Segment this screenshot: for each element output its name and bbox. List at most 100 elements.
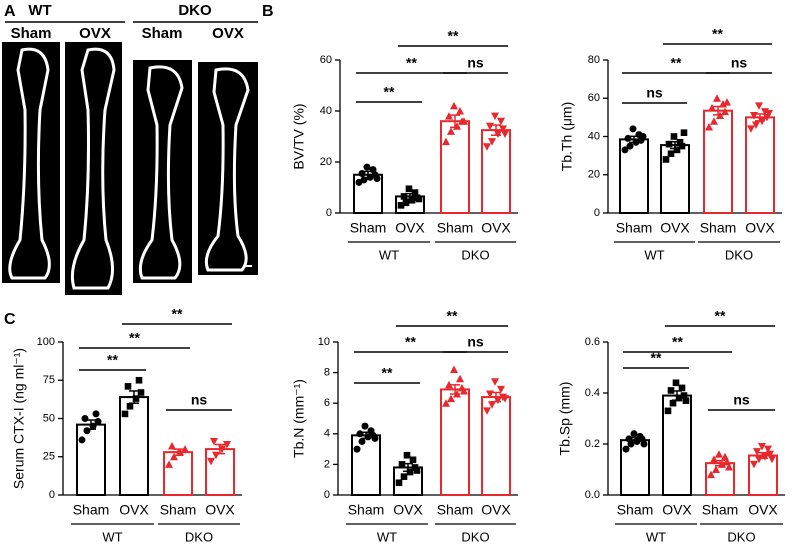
data-point (411, 189, 419, 196)
data-point (395, 479, 403, 487)
data-point (664, 407, 672, 415)
significance-label: ns (467, 334, 484, 350)
y-tick-label: 8 (324, 367, 330, 379)
x-tick-label: Sham (350, 220, 387, 236)
data-point (713, 94, 721, 102)
significance-label: ** (107, 352, 118, 368)
y-tick-label: 50 (43, 412, 55, 424)
y-tick-label: 60 (588, 92, 600, 104)
data-point (135, 376, 143, 384)
y-tick-label: 0.0 (585, 489, 600, 501)
data-point (670, 133, 678, 140)
data-point (491, 378, 499, 386)
significance-label: ns (191, 392, 208, 408)
data-point (708, 103, 716, 112)
y-tick-label: 6 (324, 397, 330, 409)
significance-label: ns (467, 55, 484, 71)
data-point (622, 445, 630, 453)
data-point (752, 121, 760, 130)
data-point (488, 401, 496, 409)
data-point (132, 395, 140, 402)
error-bar (401, 192, 419, 200)
data-point (483, 143, 491, 151)
x-tick-label: OVX (481, 502, 511, 518)
y-tick-label: 0.2 (585, 438, 600, 450)
data-point (168, 442, 176, 450)
x-tick-label: Sham (160, 502, 197, 518)
y-axis-label: Serum CTX-I (ng ml⁻¹) (11, 348, 27, 489)
y-tick-label: 20 (320, 156, 332, 168)
x-tick-label: OVX (393, 502, 423, 518)
data-point (675, 394, 683, 402)
data-point (403, 451, 411, 459)
data-point (181, 445, 189, 453)
error-bar (125, 390, 143, 404)
y-axis-label: Tb.Th (μm) (559, 102, 575, 172)
data-point (721, 452, 729, 461)
y-axis-label: Tb.N (mm⁻¹) (291, 379, 307, 458)
data-point (669, 399, 677, 407)
significance-label: ns (646, 85, 663, 101)
significance-label: ** (406, 55, 417, 71)
y-tick-label: 0 (326, 207, 332, 219)
data-point (682, 397, 690, 404)
group-label: DKO (725, 247, 753, 262)
data-point (667, 387, 675, 394)
x-tick-label: Sham (73, 502, 110, 518)
y-tick-label: 60 (320, 54, 332, 66)
data-point (499, 125, 507, 133)
x-tick-label: Sham (616, 220, 653, 236)
group-label: DKO (461, 247, 489, 262)
data-point (207, 457, 215, 466)
data-point (400, 473, 408, 480)
data-point (672, 379, 680, 387)
condition-header: Sham (11, 25, 52, 42)
data-point (753, 448, 761, 456)
data-point (460, 386, 468, 395)
data-point (768, 455, 776, 464)
data-point (719, 99, 727, 108)
group-header: WT (28, 2, 51, 19)
y-tick-label: 20 (588, 169, 600, 181)
data-point (406, 468, 414, 476)
data-point (705, 122, 713, 131)
data-point (126, 402, 134, 410)
group-header: DKO (178, 2, 212, 19)
data-point (497, 117, 505, 126)
data-point (488, 138, 496, 146)
significance-label: ** (715, 308, 726, 324)
significance-label: ** (405, 334, 416, 350)
error-bar (446, 384, 464, 395)
data-point (165, 460, 173, 468)
error-bar (668, 390, 686, 401)
data-point (626, 142, 634, 150)
data-point (710, 117, 718, 125)
data-point (673, 146, 681, 154)
data-point (747, 125, 755, 133)
error-bar (487, 391, 505, 403)
bar (205, 448, 235, 497)
data-point (629, 125, 637, 133)
error-bar (82, 419, 100, 430)
group-label: WT (379, 247, 399, 262)
data-point (409, 456, 417, 464)
data-point (667, 150, 675, 158)
y-tick-label: 100 (37, 336, 55, 348)
data-point (640, 440, 648, 448)
error-bar (711, 459, 729, 467)
panel-label: B (262, 3, 274, 20)
data-point (630, 430, 638, 438)
data-point (121, 410, 129, 418)
y-tick-label: 0 (324, 489, 330, 501)
data-point (413, 467, 421, 474)
x-tick-label: OVX (662, 502, 692, 518)
bar (745, 116, 775, 214)
bar (76, 423, 106, 496)
x-tick-label: OVX (481, 220, 511, 236)
data-point (405, 185, 413, 193)
x-tick-label: Sham (700, 220, 737, 236)
error-bar (626, 436, 644, 444)
significance-label: ** (447, 308, 458, 324)
error-bar (625, 135, 643, 144)
